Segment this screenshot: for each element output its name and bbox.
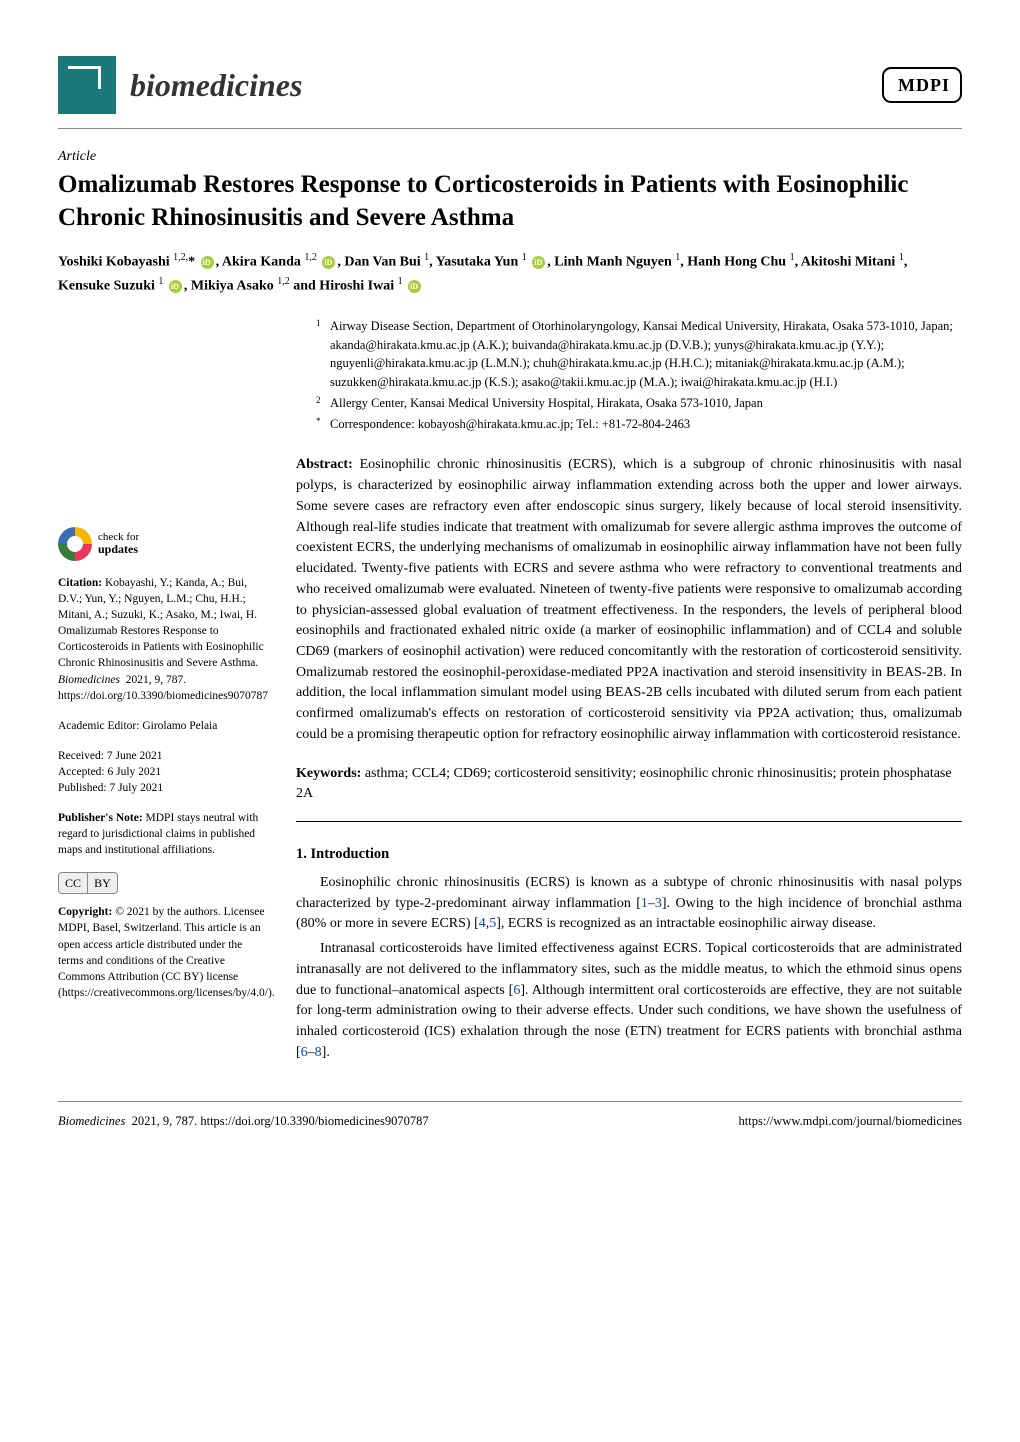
check-updates-text: check for updates <box>98 531 139 556</box>
author-list: Yoshiki Kobayashi 1,2,* , Akira Kanda 1,… <box>58 250 962 297</box>
pubnote-label: Publisher's Note: <box>58 812 143 824</box>
affiliations: 1Airway Disease Section, Department of O… <box>296 317 962 434</box>
affiliation-text: Correspondence: kobayosh@hirakata.kmu.ac… <box>330 415 690 434</box>
page-footer: Biomedicines 2021, 9, 787. https://doi.o… <box>58 1101 962 1130</box>
editor-label: Academic Editor: <box>58 720 139 732</box>
footer-journal: Biomedicines <box>58 1114 125 1128</box>
journal-logo: biomedicines <box>58 56 302 114</box>
ref-dash: – <box>648 896 655 911</box>
published-label: Published: <box>58 782 107 794</box>
affiliation-row: 2Allergy Center, Kansai Medical Universi… <box>316 394 962 413</box>
intro-paragraph-2: Intranasal corticosteroids have limited … <box>296 939 962 1063</box>
section-heading-intro: 1. Introduction <box>296 844 962 865</box>
citation-text: Kobayashi, Y.; Kanda, A.; Bui, D.V.; Yun… <box>58 577 264 669</box>
ref-dash: – <box>308 1045 315 1060</box>
ref-link[interactable]: 4 <box>479 916 486 931</box>
editor-block: Academic Editor: Girolamo Pelaia <box>58 718 268 734</box>
article-title: Omalizumab Restores Response to Corticos… <box>58 169 962 234</box>
keywords-text: asthma; CCL4; CD69; corticosteroid sensi… <box>296 766 952 802</box>
journal-name: biomedicines <box>130 62 302 108</box>
publishers-note-block: Publisher's Note: MDPI stays neutral wit… <box>58 810 268 858</box>
affiliation-row: 1Airway Disease Section, Department of O… <box>316 317 962 392</box>
copyright-block: Copyright: © 2021 by the authors. Licens… <box>58 904 268 1001</box>
main-column: 1Airway Disease Section, Department of O… <box>296 317 962 1067</box>
ref-link[interactable]: 8 <box>315 1045 322 1060</box>
affiliation-num: 2 <box>316 394 330 413</box>
p2-text-c: ]. <box>322 1045 330 1060</box>
check-for-updates-badge[interactable]: check for updates <box>58 527 268 561</box>
copyright-text: © 2021 by the authors. Licensee MDPI, Ba… <box>58 906 275 998</box>
received-label: Received: <box>58 750 104 762</box>
cc-icon: CC <box>58 872 88 894</box>
editor-name: Girolamo Pelaia <box>142 720 217 732</box>
abstract-text: Eosinophilic chronic rhinosinusitis (ECR… <box>296 457 962 741</box>
check-line2: updates <box>98 542 138 556</box>
crossmark-icon <box>58 527 92 561</box>
cc-by-badge[interactable]: CC BY <box>58 872 118 894</box>
affiliation-text: Airway Disease Section, Department of Ot… <box>330 317 962 392</box>
affiliation-num: 1 <box>316 317 330 392</box>
affiliation-row: *Correspondence: kobayosh@hirakata.kmu.a… <box>316 415 962 434</box>
keywords-label: Keywords: <box>296 766 361 781</box>
intro-paragraph-1: Eosinophilic chronic rhinosinusitis (ECR… <box>296 873 962 935</box>
ref-link[interactable]: 1 <box>641 896 648 911</box>
dates-block: Received: 7 June 2021 Accepted: 6 July 2… <box>58 748 268 796</box>
citation-journal: Biomedicines <box>58 674 120 686</box>
publisher-logo: MDPI <box>882 67 962 103</box>
ref-link[interactable]: 3 <box>655 896 662 911</box>
keywords: Keywords: asthma; CCL4; CD69; corticoste… <box>296 764 962 822</box>
accepted-date: 6 July 2021 <box>108 766 162 778</box>
published-date: 7 July 2021 <box>109 782 163 794</box>
received-date: 7 June 2021 <box>107 750 163 762</box>
footer-ref: 2021, 9, 787. https://doi.org/10.3390/bi… <box>132 1114 429 1128</box>
citation-label: Citation: <box>58 577 102 589</box>
citation-block: Citation: Kobayashi, Y.; Kanda, A.; Bui,… <box>58 575 268 704</box>
p1-text-c: ], ECRS is recognized as an intractable … <box>496 916 876 931</box>
footer-left: Biomedicines 2021, 9, 787. https://doi.o… <box>58 1112 429 1130</box>
copyright-label: Copyright: <box>58 906 112 918</box>
by-icon: BY <box>88 872 118 894</box>
journal-icon <box>58 56 116 114</box>
abstract: Abstract: Eosinophilic chronic rhinosinu… <box>296 455 962 745</box>
affiliation-text: Allergy Center, Kansai Medical Universit… <box>330 394 763 413</box>
abstract-label: Abstract: <box>296 457 353 472</box>
accepted-label: Accepted: <box>58 766 105 778</box>
footer-right[interactable]: https://www.mdpi.com/journal/biomedicine… <box>739 1112 962 1130</box>
ref-link[interactable]: 6 <box>301 1045 308 1060</box>
sidebar: check for updates Citation: Kobayashi, Y… <box>58 317 268 1067</box>
affiliation-num: * <box>316 415 330 434</box>
page-header: biomedicines MDPI <box>58 56 962 129</box>
article-type: Article <box>58 147 962 167</box>
